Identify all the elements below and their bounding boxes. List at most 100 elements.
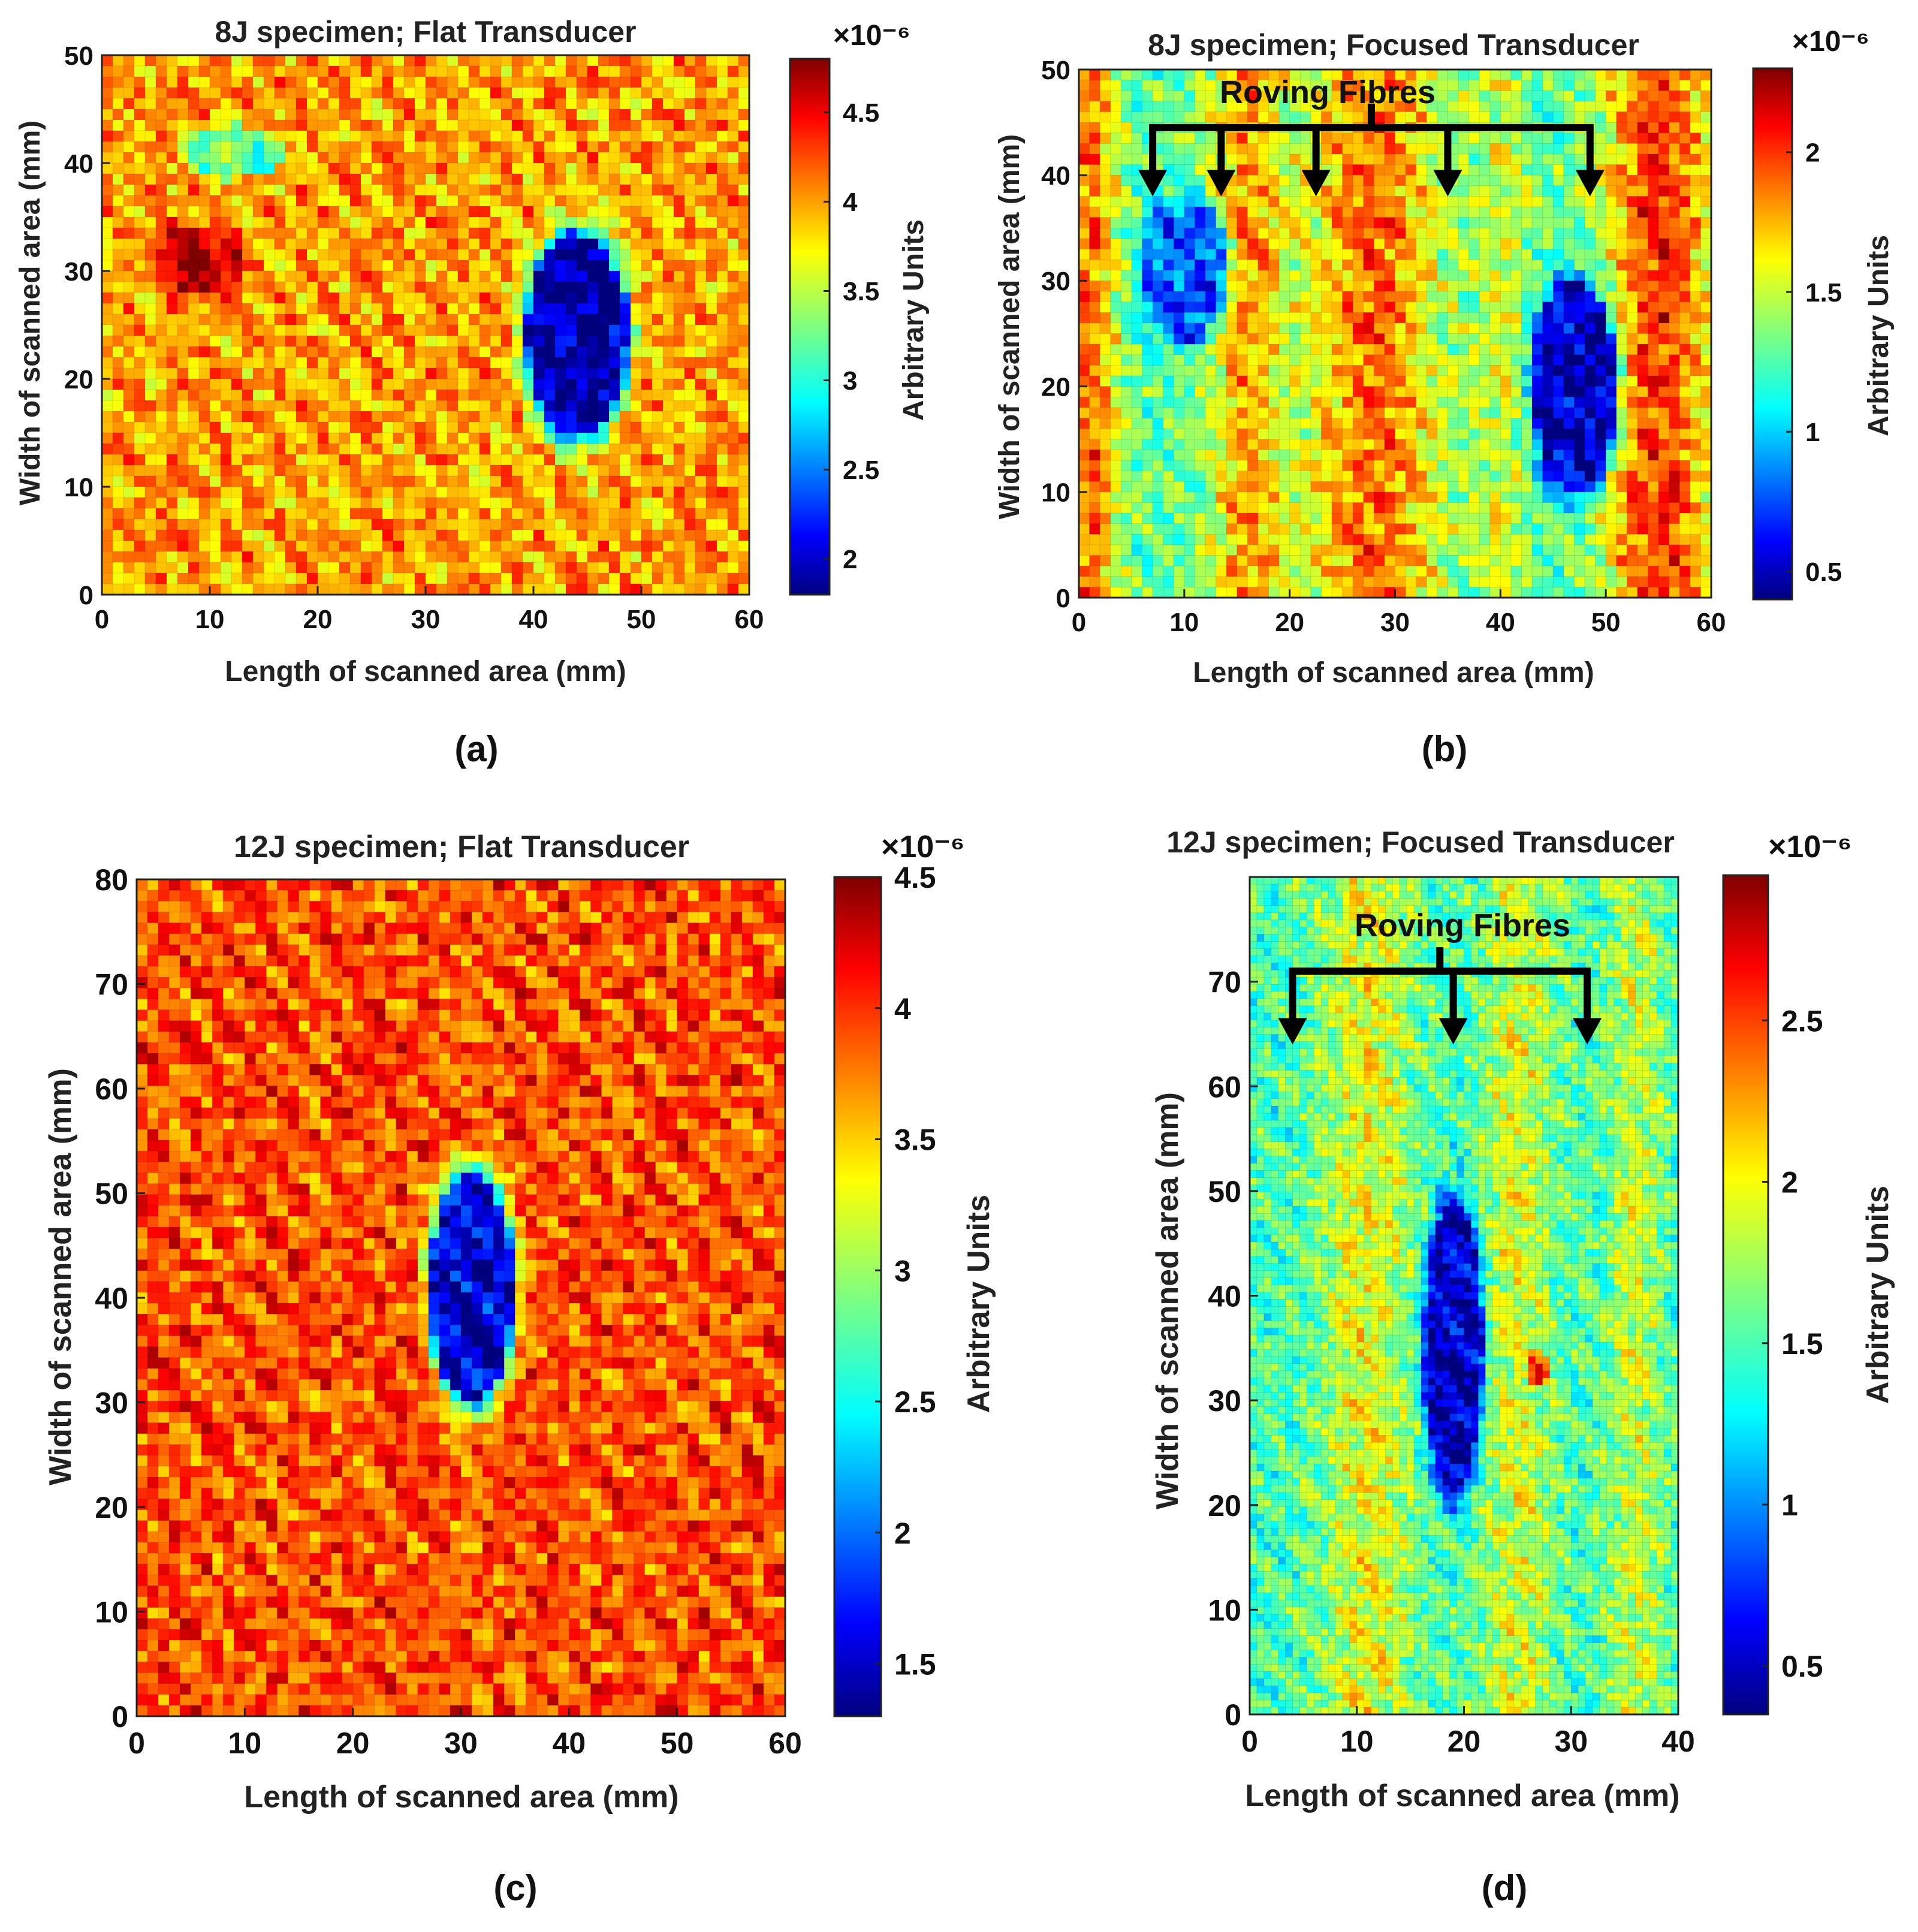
y-tick-label: 50 [1208, 1175, 1241, 1208]
y-tick-label: 30 [95, 1387, 128, 1420]
x-tick-label: 10 [1169, 608, 1199, 637]
colorbar-tick-label: 1 [1805, 418, 1820, 447]
heatmap-cells [1079, 70, 1712, 598]
colorbar-tick-label: 1.5 [1805, 278, 1842, 308]
panel-b-roving-label: Roving Fibres [1220, 74, 1436, 110]
panel-a-caption: (a) [454, 729, 498, 769]
colorbar-tick-label: 2.5 [894, 1385, 936, 1419]
colorbar-tick-label: 2 [1781, 1166, 1798, 1199]
panel-d-ylabel: Width of scanned area (mm) [1150, 1092, 1185, 1509]
colorbar [1722, 874, 1769, 1716]
heatmap-mesh [1250, 877, 1678, 1714]
x-tick-label: 60 [768, 1726, 802, 1760]
roving-arrow-head [1138, 170, 1168, 197]
panel-d-colorbar-label: Arbitrary Units [1860, 1186, 1895, 1404]
roving-arrow-head [1207, 170, 1236, 197]
panel-c-xlabel: Length of scanned area (mm) [244, 1780, 678, 1815]
y-tick-label: 20 [95, 1491, 128, 1524]
colorbar-tick-label: 0.5 [1805, 557, 1842, 587]
colorbar-tick-label: 1 [1781, 1488, 1798, 1522]
colorbar-tick-label: 3.5 [894, 1123, 936, 1157]
panel-d: 12J specimen; Focused Transducer 0 10 20 30… [1150, 825, 1895, 1908]
panel-b-caption: (b) [1422, 729, 1468, 769]
x-tick-label: 20 [336, 1726, 370, 1760]
heatmap-mesh [1079, 70, 1711, 598]
x-tick-label: 10 [1340, 1725, 1374, 1758]
roving-arrow-head [1278, 1018, 1307, 1045]
roving-arrow-head [1433, 170, 1462, 197]
colorbar-tick-label: 3.5 [843, 277, 879, 306]
panel-c-title: 12J specimen; Flat Transducer [234, 830, 689, 864]
panel-c-ylabel: Width of scanned area (mm) [43, 1068, 78, 1485]
y-tick-label: 0 [1225, 1698, 1241, 1732]
x-tick-label: 40 [1486, 608, 1515, 637]
y-tick-label: 10 [1041, 478, 1070, 508]
panel-d-roving-label: Roving Fibres [1355, 908, 1570, 944]
panel-a-title: 8J specimen; Flat Transducer [215, 15, 636, 49]
panel-c-heatmap: 0 10 20 30 40 50 60 0 10 20 30 40 50 60 70 80 1.5 2 2.5 3 3.… [95, 861, 936, 1760]
colorbar-tick-label: 2 [894, 1517, 911, 1550]
y-tick-label: 20 [1041, 372, 1070, 402]
panel-b-colorbar-label: Arbitrary Units [1863, 235, 1895, 436]
panel-b-ylabel: Width of scanned area (mm) [994, 134, 1026, 519]
roving-arrow-head [1573, 1018, 1602, 1045]
y-tick-label: 40 [64, 149, 94, 179]
colorbar [1752, 67, 1793, 601]
y-tick-label: 70 [1208, 966, 1241, 999]
y-tick-label: 60 [1208, 1070, 1241, 1104]
x-tick-label: 0 [1241, 1725, 1258, 1758]
colorbar-tick-label: 2 [843, 545, 857, 574]
x-tick-label: 50 [661, 1726, 694, 1760]
panel-d-colorbar-exponent: ×10⁻⁶ [1768, 830, 1852, 864]
panel-c-caption: (c) [493, 1868, 537, 1908]
x-tick-label: 50 [1591, 608, 1621, 637]
panel-a-heatmap: 0 10 20 30 40 50 60 0 10 20 30 40 50 2 2.5 3 3.5 4 4.5 [64, 41, 879, 634]
x-tick-label: 0 [1072, 608, 1086, 637]
colorbar-tick-label: 3 [843, 366, 857, 396]
x-tick-label: 40 [1661, 1725, 1695, 1758]
colorbar-tick-label: 4.5 [894, 861, 936, 894]
colorbar-tick-label: 1.5 [894, 1648, 936, 1681]
heatmap-mesh [102, 55, 749, 595]
panel-c-colorbar-exponent: ×10⁻⁶ [881, 830, 965, 864]
y-tick-label: 20 [1208, 1489, 1241, 1523]
x-tick-label: 50 [627, 605, 656, 634]
y-tick-label: 50 [64, 41, 94, 71]
x-tick-label: 20 [1275, 608, 1304, 637]
y-tick-label: 20 [64, 365, 94, 394]
y-tick-label: 10 [95, 1596, 128, 1629]
x-tick-label: 0 [95, 605, 109, 634]
x-tick-label: 10 [195, 605, 225, 634]
y-tick-label: 0 [111, 1700, 128, 1734]
panel-d-heatmap: 0 10 20 30 40 0 10 20 30 40 50 60 70 0.5 1 1.5 2 2.5 [1208, 874, 1823, 1758]
colorbar-tick-label: 2.5 [1781, 1004, 1823, 1038]
panel-b: 8J specimen; Focused Transducer 0 10 20 30 4… [994, 26, 1895, 769]
colorbar [833, 876, 882, 1717]
panel-a-colorbar-label: Arbitrary Units [898, 219, 930, 421]
colorbar-tick-label: 1.5 [1781, 1327, 1823, 1361]
heatmap-cells [1250, 877, 1679, 1715]
x-tick-label: 30 [444, 1726, 478, 1760]
panel-c-colorbar-label: Arbitrary Units [961, 1195, 996, 1413]
y-tick-label: 50 [95, 1177, 128, 1211]
heatmap-cells [102, 55, 750, 595]
colorbar-tick-label: 0.5 [1781, 1650, 1823, 1683]
panel-b-heatmap: 0 10 20 30 40 50 60 0 10 20 30 40 50 0.5 1 1.5 2 [1041, 56, 1842, 637]
panel-a-xlabel: Length of scanned area (mm) [225, 656, 626, 688]
y-tick-label: 30 [64, 257, 94, 287]
x-tick-label: 60 [735, 605, 764, 634]
panel-d-caption: (d) [1482, 1868, 1528, 1908]
y-tick-label: 10 [64, 473, 94, 502]
panel-b-colorbar-exponent: ×10⁻⁶ [1792, 26, 1869, 58]
y-tick-label: 60 [95, 1072, 128, 1106]
y-tick-label: 10 [1208, 1593, 1241, 1627]
colorbar [789, 58, 831, 596]
x-tick-label: 30 [1554, 1725, 1588, 1758]
y-tick-label: 40 [1041, 161, 1070, 191]
panel-b-xlabel: Length of scanned area (mm) [1193, 657, 1594, 689]
y-tick-label: 50 [1041, 56, 1070, 85]
y-tick-label: 0 [1056, 584, 1070, 613]
roving-arrow-head [1301, 170, 1331, 197]
x-tick-label: 10 [228, 1726, 262, 1760]
